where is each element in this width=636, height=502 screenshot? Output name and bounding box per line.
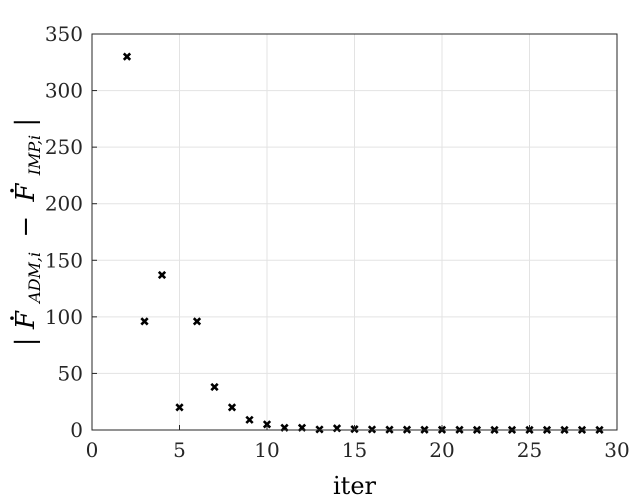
y-label-sub1: ADM,i [25,252,44,305]
x-tick-label: 0 [86,438,99,462]
y-label-term2: F [11,183,41,203]
y-label-bar-right: | [11,118,41,127]
y-tick-label: 200 [45,192,83,216]
x-tick-label: 30 [604,438,629,462]
data-point [315,425,324,434]
x-tick-label: 20 [429,438,454,462]
data-point [140,317,149,326]
data-series [122,52,604,435]
data-point [210,382,219,392]
y-label-bar-left: | [11,337,41,346]
y-tick-label: 100 [45,305,83,329]
y-tick-label: 50 [58,361,83,385]
y-label-minus: − [11,216,41,238]
data-point [367,425,377,434]
y-label-term1: F [11,310,41,330]
x-tick-label: 10 [254,438,279,462]
data-point [175,403,184,412]
data-point [157,270,167,280]
y-tick-label: 250 [45,135,83,159]
y-tick-label: 300 [45,79,83,103]
x-tick-label: 5 [173,438,186,462]
data-point [227,403,237,412]
data-point [332,424,342,433]
data-point [192,317,202,326]
y-tick-label: 350 [45,22,83,46]
data-point [245,415,254,424]
y-axis-label: | F ADM,i − F IMP,i | [10,118,47,346]
y-tick-label: 0 [70,418,83,442]
x-tick-label: 25 [517,438,542,462]
derivative-dot [10,316,14,320]
y-label-sub2: IMP,i [25,135,44,176]
data-point [262,420,272,429]
derivative-dot [10,188,14,193]
grid [91,33,618,431]
y-tick-label: 150 [45,248,83,272]
x-axis-label: iter [333,472,377,500]
svg-text:| F ADM,i: | F ADM,i − F IMP,i | [11,118,47,346]
x-tick-label: 15 [342,438,367,462]
data-point [122,52,132,61]
